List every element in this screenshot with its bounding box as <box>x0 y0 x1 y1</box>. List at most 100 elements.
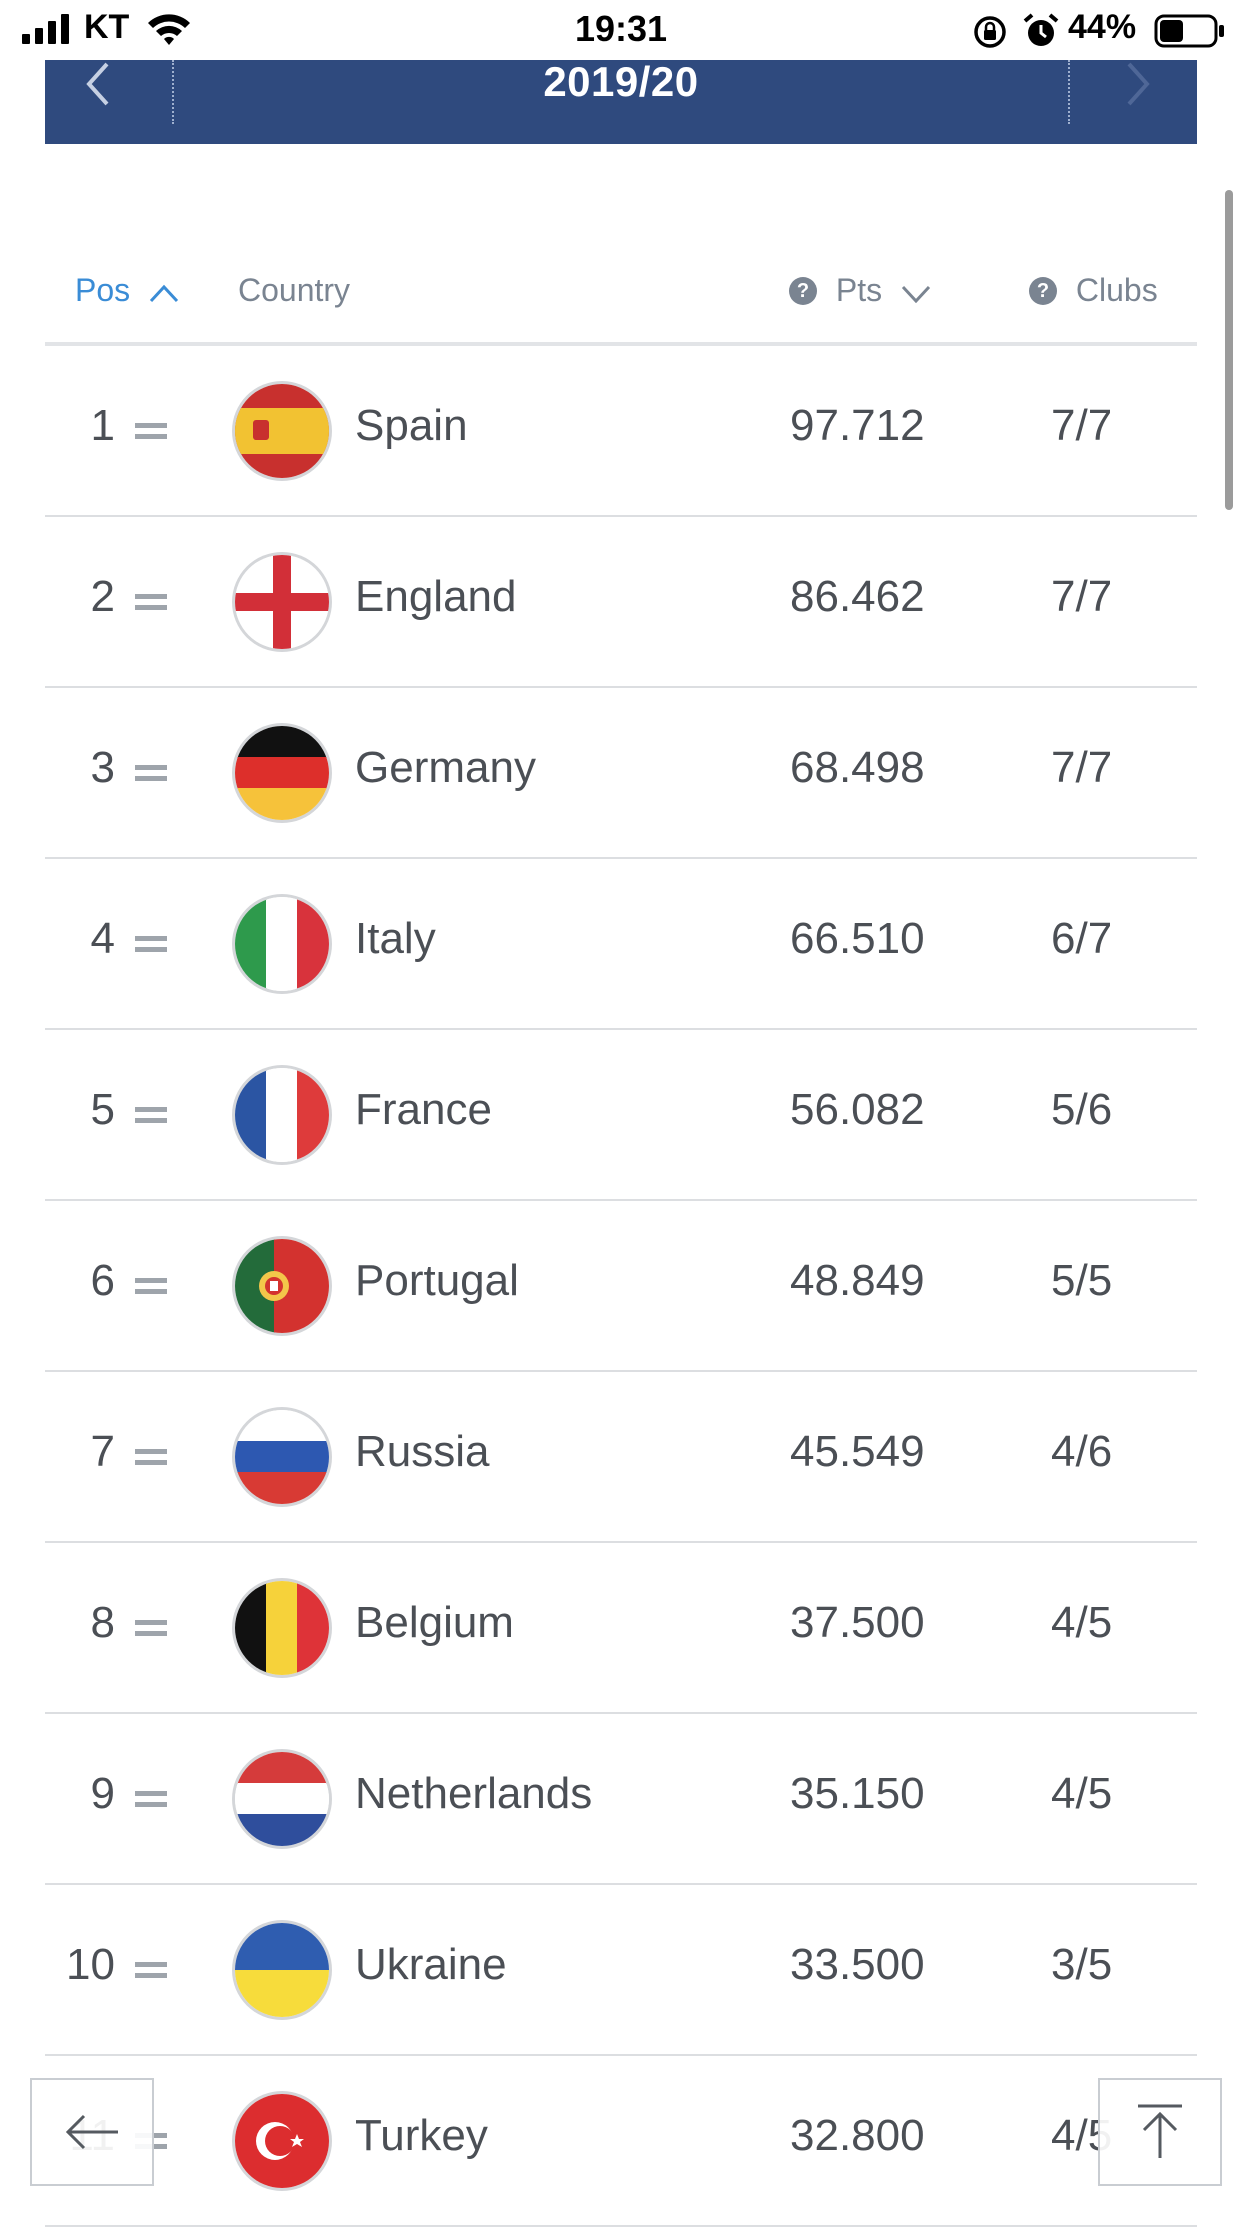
pos-column-header[interactable]: Pos <box>75 272 179 309</box>
table-row[interactable]: 8 Belgium 37.500 4/5 <box>45 1543 1197 1714</box>
status-bar: KT 19:31 44% <box>0 0 1242 60</box>
chevron-left-icon <box>86 62 109 106</box>
table-row[interactable]: 9 Netherlands 35.150 4/5 <box>45 1714 1197 1885</box>
carrier-name: KT <box>84 8 130 46</box>
points: 35.150 <box>790 1769 925 1818</box>
table-row[interactable]: 2 England 86.462 7/7 <box>45 517 1197 688</box>
season-selector: 2019/20 <box>45 60 1197 144</box>
sort-ascending-icon <box>149 284 179 302</box>
clubs-remaining: 6/7 <box>1051 914 1113 963</box>
pts-column-header[interactable]: ? Pts <box>789 272 931 309</box>
no-change-icon <box>135 936 167 952</box>
cellular-signal-icon <box>22 14 69 44</box>
clubs-remaining: 7/7 <box>1051 743 1113 792</box>
chevron-right-icon <box>1127 62 1150 106</box>
belgium-flag-icon <box>235 1581 329 1675</box>
clubs-remaining: 5/5 <box>1051 1256 1113 1305</box>
clubs-remaining: 7/7 <box>1051 401 1113 450</box>
germany-flag-icon <box>235 726 329 820</box>
no-change-icon <box>135 1791 167 1807</box>
wifi-icon <box>148 14 190 45</box>
points: 97.712 <box>790 401 925 450</box>
arrow-up-to-top-icon <box>1138 2104 1182 2158</box>
country-name[interactable]: Ukraine <box>355 1940 507 1989</box>
clubs-header-label: Clubs <box>1075 272 1158 308</box>
pts-header-label: Pts <box>835 272 883 308</box>
next-season-button[interactable] <box>1069 60 1197 144</box>
russia-flag-icon <box>235 1410 329 1504</box>
clubs-remaining: 4/5 <box>1051 1769 1113 1818</box>
no-change-icon <box>135 594 167 610</box>
country-name[interactable]: Germany <box>355 743 536 792</box>
no-change-icon <box>135 765 167 781</box>
country-name[interactable]: Italy <box>355 914 436 963</box>
battery-percentage: 44% <box>1068 8 1137 46</box>
table-header: Pos Country ? Pts ? Clubs <box>45 262 1197 346</box>
country-name[interactable]: Russia <box>355 1427 490 1476</box>
ukraine-flag-icon <box>235 1923 329 2017</box>
no-change-icon <box>135 1620 167 1636</box>
country-name[interactable]: Turkey <box>355 2111 488 2160</box>
scroll-to-top-button[interactable] <box>1098 2078 1222 2186</box>
table-row[interactable]: 10 Ukraine 33.500 3/5 <box>45 1885 1197 2056</box>
position: 5 <box>90 1085 115 1134</box>
position: 10 <box>66 1940 115 1989</box>
alarm-clock-icon <box>1023 13 1059 46</box>
season-title: 2019/20 <box>543 58 699 105</box>
position: 9 <box>90 1769 115 1818</box>
country-header-label: Country <box>238 272 351 308</box>
scrollbar[interactable] <box>1225 190 1233 510</box>
clubs-remaining: 5/6 <box>1051 1085 1113 1134</box>
previous-season-button[interactable] <box>45 60 173 144</box>
divider <box>1068 60 1070 124</box>
table-row[interactable]: 4 Italy 66.510 6/7 <box>45 859 1197 1030</box>
turkey-flag-icon <box>235 2094 329 2188</box>
country-ranking-list: 1 Spain 97.712 7/7 2 England 86.462 7/7 … <box>45 346 1197 2227</box>
position: 1 <box>90 401 115 450</box>
sort-descending-icon <box>901 285 931 303</box>
position: 3 <box>90 743 115 792</box>
clubs-column-header: ? Clubs <box>1029 272 1158 309</box>
points: 66.510 <box>790 914 925 963</box>
no-change-icon <box>135 1962 167 1978</box>
points: 86.462 <box>790 572 925 621</box>
country-name[interactable]: Netherlands <box>355 1769 593 1818</box>
spain-flag-icon <box>235 384 329 478</box>
table-row[interactable]: 6 Portugal 48.849 5/5 <box>45 1201 1197 1372</box>
country-name[interactable]: France <box>355 1085 492 1134</box>
table-row[interactable]: 7 Russia 45.549 4/6 <box>45 1372 1197 1543</box>
clock-time: 19:31 <box>574 8 668 49</box>
points: 56.082 <box>790 1085 925 1134</box>
country-name[interactable]: Portugal <box>355 1256 519 1305</box>
arrow-left-icon <box>65 2114 118 2150</box>
points: 68.498 <box>790 743 925 792</box>
battery-icon <box>1154 14 1224 48</box>
points: 45.549 <box>790 1427 925 1476</box>
help-icon[interactable]: ? <box>789 277 817 305</box>
england-flag-icon <box>235 555 329 649</box>
clubs-remaining: 4/5 <box>1051 1598 1113 1647</box>
country-column-header: Country <box>238 272 350 309</box>
points: 33.500 <box>790 1940 925 1989</box>
position: 6 <box>90 1256 115 1305</box>
country-name[interactable]: England <box>355 572 517 621</box>
clubs-remaining: 4/6 <box>1051 1427 1113 1476</box>
no-change-icon <box>135 1107 167 1123</box>
position: 2 <box>90 572 115 621</box>
help-icon[interactable]: ? <box>1029 277 1057 305</box>
france-flag-icon <box>235 1068 329 1162</box>
table-row[interactable]: 5 France 56.082 5/6 <box>45 1030 1197 1201</box>
country-name[interactable]: Spain <box>355 401 468 450</box>
table-row[interactable]: 11 Turkey 32.800 4/5 <box>45 2056 1197 2227</box>
no-change-icon <box>135 1449 167 1465</box>
divider <box>172 60 174 124</box>
no-change-icon <box>135 423 167 439</box>
table-row[interactable]: 3 Germany 68.498 7/7 <box>45 688 1197 859</box>
table-row[interactable]: 1 Spain 97.712 7/7 <box>45 346 1197 517</box>
italy-flag-icon <box>235 897 329 991</box>
orientation-lock-icon <box>974 16 1006 48</box>
country-name[interactable]: Belgium <box>355 1598 514 1647</box>
back-button[interactable] <box>30 2078 154 2186</box>
pos-header-label: Pos <box>75 272 131 308</box>
no-change-icon <box>135 1278 167 1294</box>
